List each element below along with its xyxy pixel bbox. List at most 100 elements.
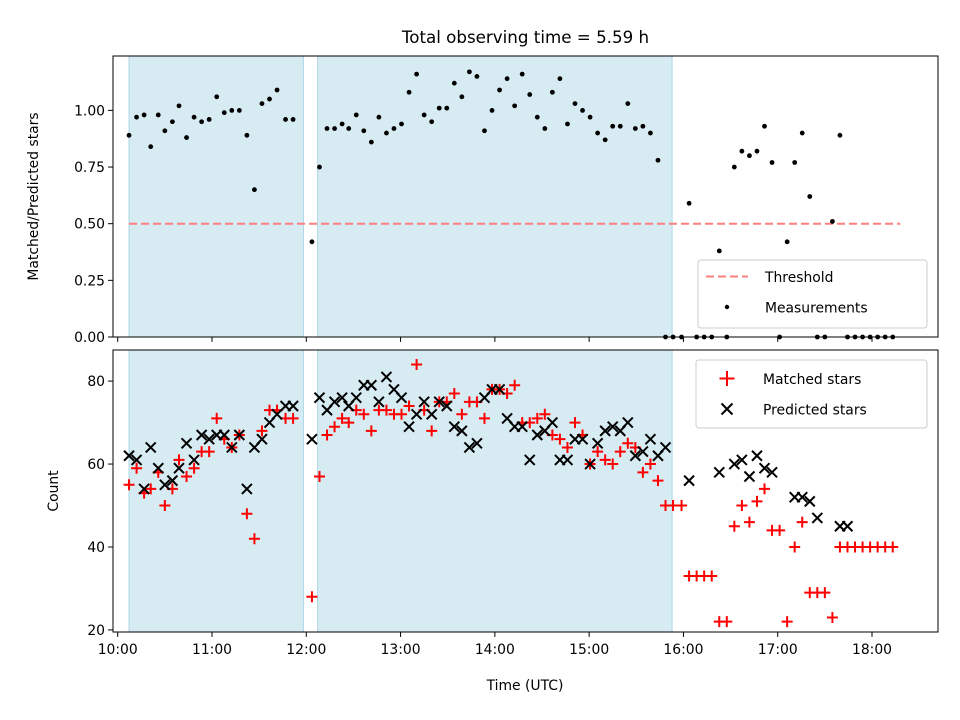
legend-predicted-label: Predicted stars <box>763 403 867 419</box>
measurement-point <box>361 128 367 134</box>
matched-star-point <box>241 508 253 520</box>
predicted-star-point <box>380 371 393 383</box>
matched-star-point <box>531 412 543 424</box>
predicted-star-point <box>306 433 318 445</box>
predicted-star-point <box>728 458 741 470</box>
predicted-star-point <box>233 429 246 441</box>
legend-predicted-swatch <box>720 402 734 416</box>
ratio-legend: Threshold Measurements <box>697 259 928 329</box>
measurement-point <box>595 130 601 136</box>
measurement-point <box>274 87 280 93</box>
matched-star-point <box>789 541 801 553</box>
x-tick-label: 18:00 <box>852 642 892 658</box>
measurement-point <box>837 132 843 138</box>
predicted-star-point <box>173 462 185 474</box>
matched-star-point <box>456 408 468 420</box>
x-tick-label: 13:00 <box>381 642 421 658</box>
predicted-star-point <box>811 512 824 524</box>
measurement-point <box>141 112 147 118</box>
measurement-point <box>421 112 427 118</box>
predicted-star-point <box>336 391 348 404</box>
measurement-point <box>497 87 502 93</box>
x-axis-label: Time (UTC) <box>486 678 564 694</box>
predicted-star-point <box>546 416 559 429</box>
predicted-star-point <box>561 454 574 466</box>
count-x-ticks: 10:00 11:00 12:00 13:00 14:00 15:00 16:00 17:00… <box>98 632 892 658</box>
matched-star-point <box>313 470 325 482</box>
predicted-star-point <box>841 520 854 532</box>
predicted-star-point <box>328 396 341 408</box>
matched-star-point <box>321 429 333 441</box>
predicted-star-point <box>493 383 506 396</box>
y-tick-label: 20 <box>87 623 105 639</box>
matched-star-point <box>736 500 748 512</box>
predicted-star-point <box>448 421 461 433</box>
count-panel: 10:00 11:00 12:00 13:00 14:00 15:00 16:00 17:00… <box>46 349 939 694</box>
measurement-point <box>206 117 212 122</box>
predicted-star-point <box>607 421 619 433</box>
measurement-point <box>191 114 197 120</box>
predicted-star-point <box>226 441 238 454</box>
matched-star-point <box>721 616 733 628</box>
count-y-axis-label: Count <box>46 470 62 512</box>
predicted-star-point <box>166 474 179 487</box>
measurement-point <box>436 105 442 111</box>
matched-star-point <box>131 462 143 474</box>
predicted-star-point <box>576 433 589 445</box>
measurement-point <box>739 148 745 154</box>
matched-star-point <box>448 388 460 400</box>
predicted-star-point <box>524 454 536 466</box>
ratio-x-ticks <box>117 337 873 342</box>
matched-star-point <box>561 441 573 453</box>
measurement-point <box>519 71 525 77</box>
measurement-point <box>221 110 227 116</box>
measurement-points <box>126 69 896 340</box>
measurement-point <box>332 126 337 131</box>
ratio-y-axis-label: Matched/Predicted stars <box>26 112 42 280</box>
measurement-point <box>429 119 435 125</box>
ratio-y-ticks: 0.00 0.25 0.50 0.75 1.00 <box>74 103 113 346</box>
x-tick-label: 12:00 <box>286 642 326 658</box>
matched-star-point <box>287 412 299 424</box>
matched-star-point <box>343 417 355 429</box>
measurement-point <box>762 123 767 129</box>
matched-star-point <box>781 616 793 628</box>
measurement-point <box>784 239 790 245</box>
predicted-star-point <box>241 483 253 495</box>
matched-star-point <box>403 400 415 412</box>
matched-star-point <box>509 379 521 391</box>
matched-star-point <box>306 591 318 603</box>
predicted-star-point <box>410 408 423 420</box>
ratio-panel: 0.00 0.25 0.50 0.75 1.00 Matched/Predicted s… <box>26 55 939 346</box>
predicted-star-point <box>599 425 611 437</box>
measurement-point <box>317 164 322 170</box>
measurement-point <box>625 101 631 106</box>
predicted-star-point <box>195 429 208 441</box>
matched-star-point <box>774 524 786 536</box>
matched-star-point <box>380 404 392 416</box>
matched-star-point <box>248 533 260 545</box>
matched-star-point <box>203 446 215 458</box>
measurement-point <box>376 114 382 120</box>
matched-star-point <box>637 466 649 478</box>
predicted-star-point <box>256 433 268 445</box>
predicted-star-point <box>796 491 808 503</box>
measurement-point <box>686 200 692 206</box>
measurement-point <box>747 153 752 159</box>
predicted-star-point <box>138 483 150 495</box>
matched-star-point <box>396 408 408 420</box>
matched-star-point <box>145 483 157 495</box>
measurement-point <box>617 123 623 129</box>
matched-star-point <box>759 483 771 495</box>
predicted-stars-points <box>123 371 854 532</box>
measurement-point <box>830 219 835 224</box>
observing-spans <box>128 55 673 338</box>
matched-star-point <box>796 516 808 528</box>
x-tick-label: 15:00 <box>569 642 609 658</box>
measurement-point <box>399 121 404 127</box>
measurement-point <box>346 126 352 131</box>
legend-measurements-swatch <box>724 304 730 310</box>
legend-matched-label: Matched stars <box>763 372 861 388</box>
measurement-point <box>236 107 242 113</box>
measurement-point <box>170 119 175 125</box>
